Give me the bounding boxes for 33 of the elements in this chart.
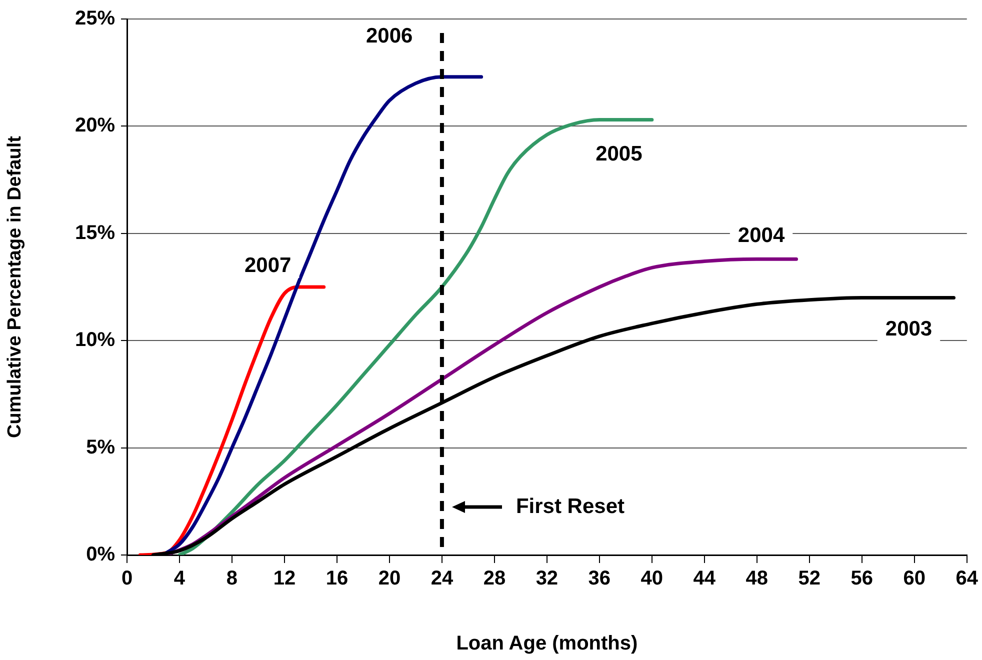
- x-tick-label: 56: [850, 568, 874, 590]
- series-label: 2007: [244, 254, 292, 277]
- series-label: 2003: [885, 318, 932, 341]
- y-tick-label: 20%: [74, 114, 116, 137]
- x-tick-label: 48: [746, 568, 768, 590]
- y-tick-label: 0%: [86, 544, 116, 566]
- y-tick-label: 25%: [74, 8, 116, 30]
- x-tick-label: 44: [693, 568, 716, 590]
- series-label: 2006: [366, 24, 413, 48]
- x-tick-label: 40: [640, 568, 664, 590]
- x-tick-label: 12: [273, 568, 296, 590]
- y-tick-label: 5%: [86, 436, 116, 458]
- x-tick-label: 36: [588, 568, 611, 590]
- line-series: [178, 118, 654, 555]
- line-series: [138, 285, 326, 555]
- x-tick-label: 0: [121, 568, 133, 590]
- x-tick-label: 64: [956, 568, 979, 590]
- y-tick-label: 15%: [74, 222, 116, 244]
- y-tick-label: 10%: [74, 329, 116, 352]
- x-tick-label: 16: [326, 568, 348, 590]
- x-axis-title: Loan Age (months): [456, 632, 638, 655]
- x-tick-label: 60: [903, 568, 926, 590]
- x-tick-label: 28: [483, 568, 506, 590]
- x-tick-label: 4: [174, 568, 186, 590]
- x-tick-label: 8: [226, 568, 238, 590]
- x-tick-label: 52: [798, 568, 821, 590]
- annotation: First Reset: [516, 494, 624, 518]
- y-axis-title: Cumulative Percentage in Default: [4, 135, 26, 438]
- x-tick-label: 24: [430, 568, 454, 590]
- series-label: 2005: [596, 142, 643, 166]
- x-tick-label: 20: [378, 568, 401, 590]
- series-label: 2004: [738, 224, 785, 247]
- x-tick-label: 32: [536, 568, 558, 590]
